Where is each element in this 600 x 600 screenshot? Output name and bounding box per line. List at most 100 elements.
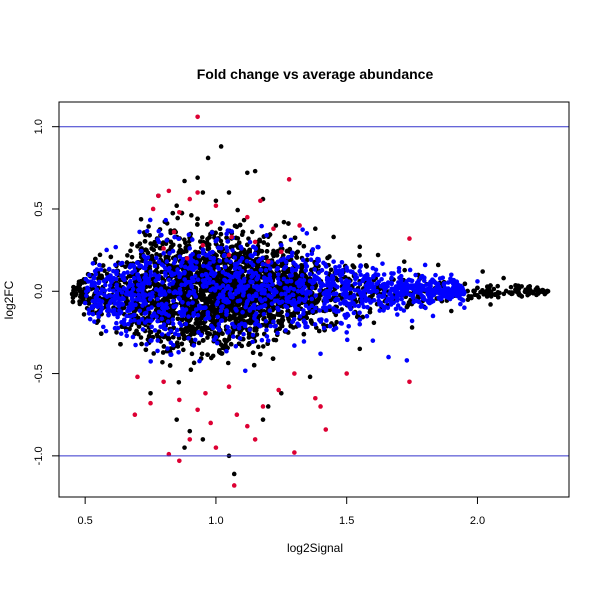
data-point (153, 243, 159, 249)
data-point (263, 318, 269, 324)
data-point (223, 339, 229, 345)
data-point (307, 271, 313, 277)
data-point (196, 330, 201, 335)
data-point (103, 328, 109, 334)
data-point (77, 299, 82, 304)
data-point (501, 291, 507, 297)
data-point (256, 344, 261, 350)
data-point (175, 316, 181, 322)
data-point (217, 270, 222, 275)
data-point (338, 301, 343, 306)
data-point (286, 267, 292, 272)
data-point (152, 283, 158, 288)
data-point (146, 224, 151, 229)
data-point (302, 298, 307, 304)
data-point (214, 307, 220, 313)
data-point (149, 254, 154, 260)
data-point (144, 228, 150, 234)
data-point (196, 253, 202, 259)
data-point (138, 335, 144, 340)
data-point (205, 335, 210, 340)
data-point (389, 280, 394, 285)
data-point (186, 232, 192, 238)
data-point (175, 215, 180, 221)
data-point (148, 273, 154, 278)
data-point (271, 337, 277, 343)
data-point (263, 267, 269, 273)
data-point (167, 363, 173, 368)
data-point (176, 295, 182, 301)
data-point (530, 290, 535, 295)
data-point (186, 314, 191, 319)
data-point (293, 250, 299, 256)
data-point (273, 223, 279, 228)
data-point (357, 317, 363, 322)
data-point (248, 253, 253, 258)
data-point (491, 286, 497, 292)
data-point (271, 306, 276, 312)
data-point (227, 278, 233, 284)
data-point (209, 355, 214, 361)
data-point (250, 262, 256, 268)
data-point (395, 303, 401, 308)
data-point (381, 308, 386, 313)
data-point (237, 266, 242, 271)
data-point (205, 222, 210, 227)
data-point (127, 273, 132, 279)
data-point (226, 304, 232, 309)
data-point (214, 340, 220, 346)
data-point (195, 312, 201, 318)
data-point (247, 327, 253, 332)
data-point (243, 304, 248, 310)
data-point (285, 308, 291, 314)
data-point (226, 336, 232, 342)
data-point (258, 284, 264, 289)
data-point (193, 294, 199, 299)
data-point (280, 314, 285, 320)
data-point (493, 291, 498, 297)
y-axis-label: log2FC (2, 280, 16, 319)
data-point (271, 319, 276, 324)
data-point (143, 347, 149, 353)
data-point (399, 296, 404, 302)
data-point (534, 285, 540, 290)
data-point (327, 323, 333, 329)
data-point (308, 257, 314, 262)
data-point (86, 301, 92, 306)
data-point (142, 311, 148, 316)
data-point (310, 309, 315, 314)
data-point (114, 320, 119, 326)
data-point (222, 264, 228, 270)
data-point (283, 259, 289, 265)
data-point (188, 367, 194, 373)
data-point (402, 267, 408, 273)
data-point (134, 328, 139, 334)
data-point (507, 290, 512, 295)
data-point (276, 280, 282, 285)
data-point (277, 326, 282, 332)
data-point (364, 313, 370, 319)
data-point (312, 267, 318, 272)
data-point (250, 350, 256, 356)
data-point (205, 325, 211, 331)
data-point (213, 230, 218, 236)
data-point (132, 279, 138, 285)
data-point (152, 328, 158, 333)
data-point (199, 297, 205, 302)
data-point (162, 296, 168, 301)
data-point (79, 289, 85, 295)
data-point (371, 320, 377, 326)
data-point (309, 251, 315, 257)
data-point (160, 240, 166, 245)
data-point (183, 326, 188, 331)
data-point (81, 312, 87, 317)
data-point (229, 316, 234, 321)
data-point (217, 226, 223, 232)
data-point (217, 285, 223, 290)
data-point (189, 351, 195, 357)
data-point (203, 316, 208, 322)
data-point (282, 285, 288, 291)
data-point (317, 308, 322, 313)
data-point (486, 288, 491, 294)
data-point (175, 267, 180, 272)
